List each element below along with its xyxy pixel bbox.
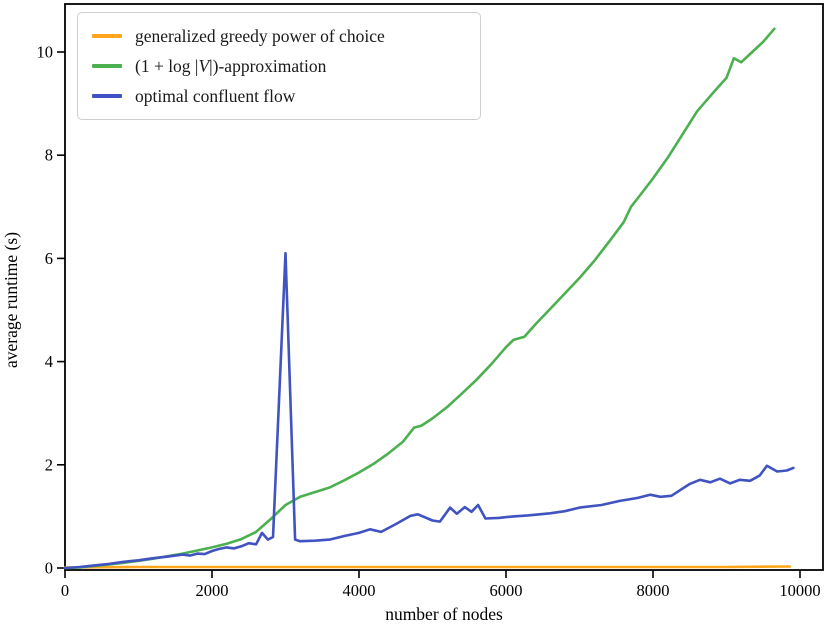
x-tick-label: 8000 — [637, 581, 670, 600]
y-tick-label: 6 — [45, 249, 53, 268]
x-axis-label: number of nodes — [385, 604, 503, 624]
series-line-2 — [63, 251, 795, 570]
x-tick-label: 10000 — [779, 581, 820, 600]
x-tick-label: 0 — [61, 581, 69, 600]
legend-label-prefix: (1 + log | — [135, 55, 199, 76]
y-tick-label: 0 — [45, 559, 53, 578]
y-tick-label: 4 — [45, 352, 53, 371]
legend-line-swatch-blue — [92, 94, 122, 98]
legend-item: generalized greedy power of choice — [92, 21, 466, 51]
legend-label: generalized greedy power of choice — [135, 25, 385, 46]
legend-item: (1 + log |V|)-approximation — [92, 51, 466, 81]
plot-border — [64, 3, 824, 571]
x-tick-label: 4000 — [343, 581, 376, 600]
legend-label: optimal confluent flow — [135, 85, 296, 106]
legend-label-math-var: V — [198, 55, 210, 76]
legend: generalized greedy power of choice (1 + … — [77, 12, 481, 120]
series-line-0 — [63, 565, 791, 569]
y-tick-label: 8 — [45, 146, 53, 165]
x-tick-label: 6000 — [490, 581, 523, 600]
y-axis-label: average runtime (s) — [1, 232, 21, 368]
legend-item: optimal confluent flow — [92, 81, 466, 111]
y-tick-label: 10 — [37, 43, 54, 62]
series-line-1 — [63, 27, 776, 570]
y-tick-label: 2 — [45, 455, 53, 474]
x-tick-label: 2000 — [196, 581, 229, 600]
legend-line-swatch-orange — [92, 34, 122, 38]
legend-line-swatch-green — [92, 64, 122, 68]
legend-label: (1 + log |V|)-approximation — [135, 56, 326, 77]
legend-label-suffix: |)-approximation — [209, 55, 327, 76]
